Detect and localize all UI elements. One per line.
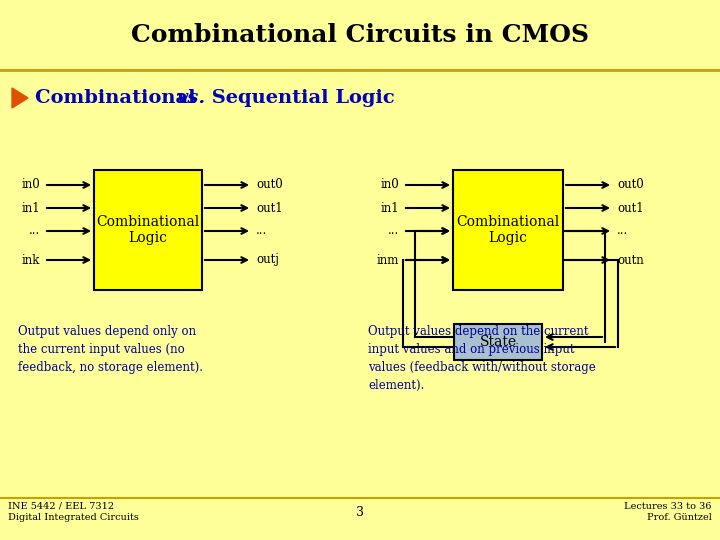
Text: out0: out0 (617, 179, 644, 192)
Text: State: State (480, 335, 516, 349)
Text: Combinational
Logic: Combinational Logic (456, 215, 559, 245)
Text: in1: in1 (22, 201, 40, 214)
Text: Output values depend on the current
input values and on previous input
values (f: Output values depend on the current inpu… (368, 325, 595, 392)
Bar (453, 170, 563, 290)
Text: Combinational: Combinational (35, 89, 202, 107)
Bar (454, 324, 542, 360)
Text: ink: ink (22, 253, 40, 267)
Text: in0: in0 (22, 179, 40, 192)
Text: outj: outj (256, 253, 279, 267)
Text: ...: ... (617, 225, 629, 238)
Text: Combinational Circuits in CMOS: Combinational Circuits in CMOS (131, 23, 589, 47)
Text: 3: 3 (356, 505, 364, 518)
Text: outn: outn (617, 253, 644, 267)
Text: out1: out1 (256, 201, 283, 214)
Text: inm: inm (377, 253, 399, 267)
Text: Output values depend only on
the current input values (no
feedback, no storage e: Output values depend only on the current… (18, 325, 203, 374)
Text: ...: ... (388, 225, 399, 238)
Text: Sequential Logic: Sequential Logic (205, 89, 395, 107)
Text: ...: ... (256, 225, 267, 238)
Text: in0: in0 (380, 179, 399, 192)
Text: INE 5442 / EEL 7312
Digital Integrated Circuits: INE 5442 / EEL 7312 Digital Integrated C… (8, 502, 139, 522)
Text: ...: ... (29, 225, 40, 238)
Text: out0: out0 (256, 179, 283, 192)
Text: out1: out1 (617, 201, 644, 214)
Text: in1: in1 (380, 201, 399, 214)
Text: Combinational
Logic: Combinational Logic (96, 215, 199, 245)
Polygon shape (12, 88, 28, 108)
Text: Lectures 33 to 36
Prof. Güntzel: Lectures 33 to 36 Prof. Güntzel (624, 502, 712, 522)
Text: vs.: vs. (177, 89, 206, 107)
Bar (0, 0, 720, 70)
Bar (94, 170, 202, 290)
